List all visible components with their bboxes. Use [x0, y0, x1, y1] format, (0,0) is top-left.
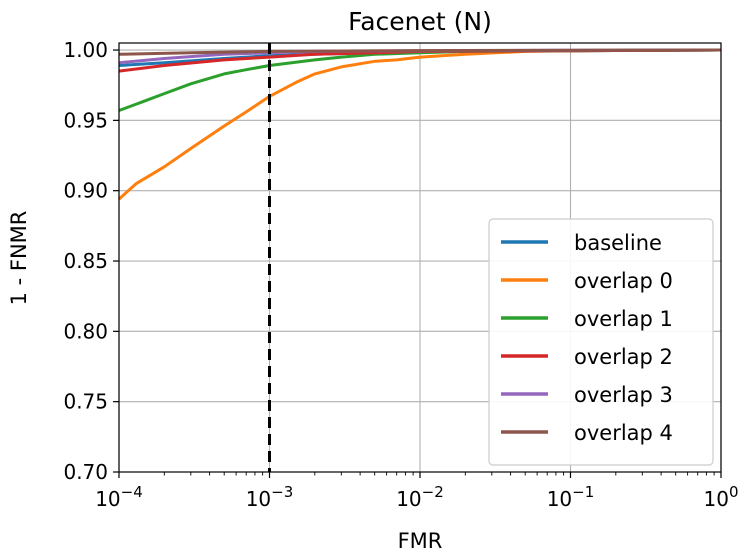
legend-label: overlap 3 — [574, 383, 673, 407]
legend-label: baseline — [574, 231, 662, 255]
y-tick-label: 0.85 — [63, 249, 108, 273]
legend-label: overlap 2 — [574, 345, 673, 369]
x-tick-label: 10−1 — [547, 483, 595, 511]
legend-label: overlap 4 — [574, 421, 673, 445]
legend-label: overlap 0 — [574, 269, 673, 293]
x-axis-label: FMR — [398, 529, 443, 553]
y-tick-label: 0.90 — [63, 179, 108, 203]
x-tick-label: 100 — [704, 483, 739, 511]
chart-title: Facenet (N) — [348, 7, 492, 36]
y-tick-label: 0.95 — [63, 108, 108, 132]
series-lines — [117, 48, 722, 201]
x-tick-labels: 10−4 10−3 10−2 10−1 100 — [95, 483, 738, 511]
y-tick-label: 0.80 — [63, 319, 108, 343]
axis-ticks — [113, 49, 722, 478]
y-tick-label: 0.75 — [63, 390, 108, 414]
legend: baseline overlap 0 overlap 1 overlap 2 overl… — [488, 218, 714, 466]
series-line — [118, 48, 722, 56]
x-tick-label: 10−2 — [396, 483, 444, 511]
x-tick-label: 10−4 — [95, 483, 143, 511]
series-line — [117, 48, 722, 201]
y-tick-labels: 0.70 0.75 0.80 0.85 0.90 0.95 1.00 — [63, 38, 108, 484]
y-tick-label: 0.70 — [63, 460, 108, 484]
y-axis-label: 1 - FNMR — [7, 211, 31, 306]
y-tick-label: 1.00 — [63, 38, 108, 62]
legend-label: overlap 1 — [574, 307, 673, 331]
x-tick-label: 10−3 — [246, 483, 294, 511]
